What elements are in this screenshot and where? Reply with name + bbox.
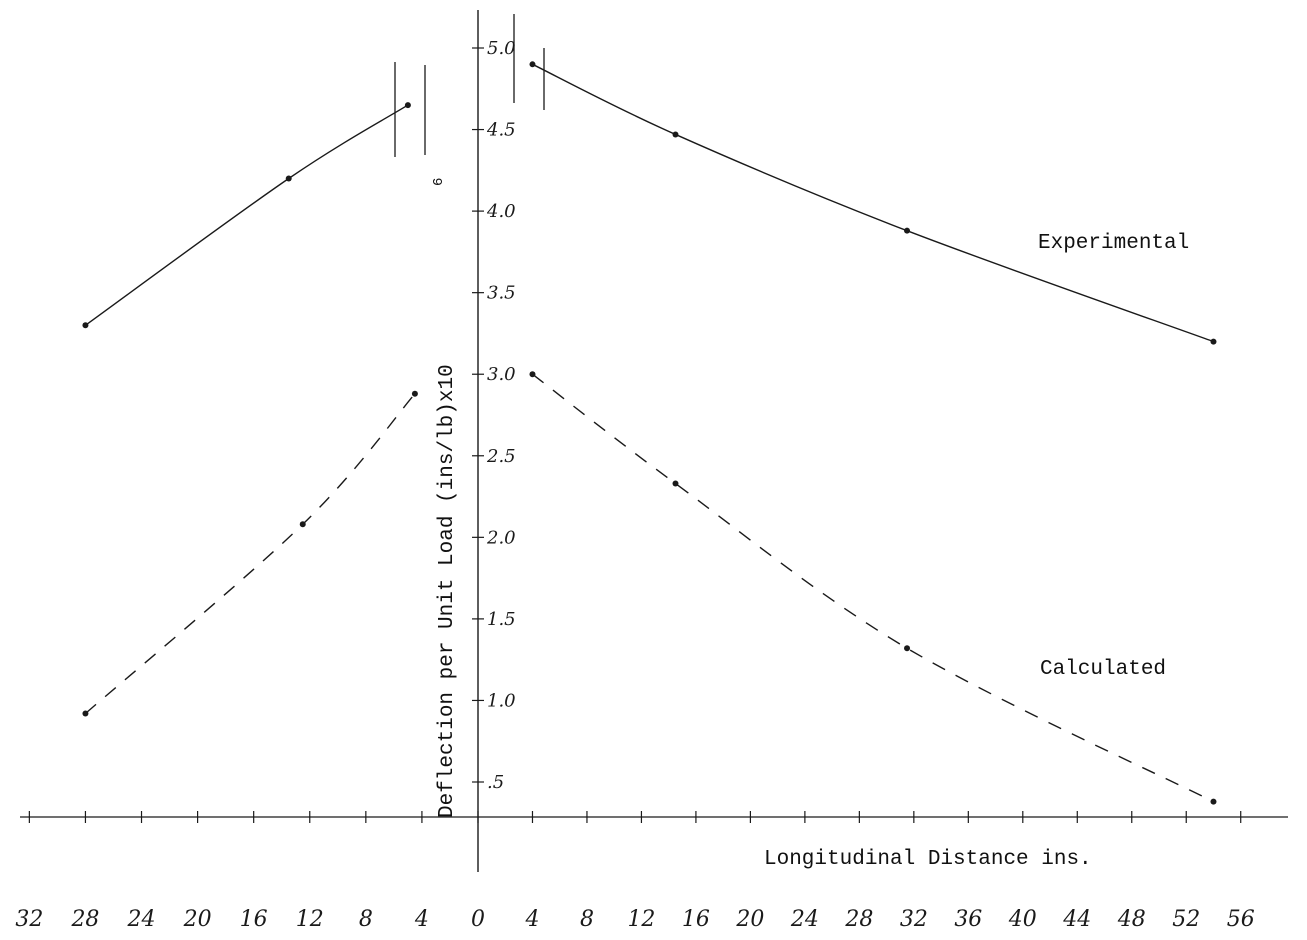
x-tick-label: 0 <box>471 907 485 932</box>
x-tick-label: 56 <box>1227 907 1255 932</box>
experimental-line-right <box>532 63 1214 343</box>
axis-break-marks <box>394 14 545 157</box>
x-tick-label: 32 <box>15 907 43 932</box>
x-tick-label: 36 <box>954 907 982 932</box>
y-axis-label-exponent: 6 <box>431 178 447 186</box>
experimental-point <box>404 102 411 109</box>
x-tick-label: 8 <box>580 907 594 932</box>
y-tick-label: .5 <box>487 772 504 793</box>
x-tick-labels: 32 28 24 20 16 12 8 4 0 4 8 12 16 20 24 28 32 36 40 44 48 52 5… <box>15 811 1255 932</box>
x-tick-label: 28 <box>844 907 873 932</box>
experimental-point <box>529 61 536 68</box>
x-tick-label: 28 <box>70 907 99 932</box>
x-tick-label: 4 <box>414 907 429 932</box>
y-tick-label: 4.5 <box>486 120 516 141</box>
calculated-point <box>299 521 306 528</box>
calculated-line-left <box>84 393 416 715</box>
series-group <box>82 61 1217 805</box>
x-tick-label: 20 <box>735 907 764 932</box>
x-tick-label: 24 <box>790 907 819 932</box>
y-tick-label: 1.0 <box>487 690 516 711</box>
y-tick-label: 1.5 <box>487 609 516 630</box>
y-tick-label: 4.0 <box>486 201 516 222</box>
y-tick-label: 3.0 <box>487 364 516 385</box>
y-tick-label: 2.5 <box>486 446 516 467</box>
x-tick-label: 52 <box>1172 907 1200 932</box>
series-label-calculated: Calculated <box>1040 658 1166 681</box>
experimental-point <box>1210 338 1217 345</box>
experimental-point <box>904 227 911 234</box>
calculated-point <box>904 645 911 652</box>
experimental-point <box>285 175 292 182</box>
x-tick-label: 32 <box>900 907 928 932</box>
calculated-line-right <box>532 373 1214 803</box>
x-tick-label: 48 <box>1117 907 1146 932</box>
x-tick-label: 40 <box>1008 907 1037 932</box>
x-tick-label: 16 <box>240 907 268 932</box>
y-axis-label: Deflection per Unit Load (ins/lb)x10 <box>436 364 459 818</box>
calculated-point <box>672 480 679 487</box>
y-tick-labels: .5 1.0 1.5 2.0 2.5 3.0 3.5 4.0 4.5 5.0 <box>472 38 516 793</box>
axes <box>20 10 1288 872</box>
x-tick-label: 8 <box>359 907 373 932</box>
experimental-point <box>672 131 679 138</box>
x-tick-label: 4 <box>524 907 539 932</box>
x-tick-label: 24 <box>127 907 156 932</box>
x-tick-label: 12 <box>296 907 324 932</box>
calculated-point <box>529 371 536 378</box>
y-tick-label: 3.5 <box>487 283 516 304</box>
x-tick-label: 12 <box>627 907 655 932</box>
calculated-point <box>411 390 418 397</box>
calculated-point <box>82 710 89 717</box>
x-axis-label: Longitudinal Distance ins. <box>764 848 1092 871</box>
x-tick-label: 44 <box>1062 907 1091 932</box>
calculated-point <box>1210 798 1217 805</box>
y-tick-label: 2.0 <box>486 527 516 548</box>
x-tick-label: 20 <box>183 907 212 932</box>
x-tick-label: 16 <box>682 907 710 932</box>
experimental-point <box>82 322 89 329</box>
series-label-experimental: Experimental <box>1038 232 1189 255</box>
y-tick-label: 5.0 <box>487 38 516 59</box>
experimental-line-left <box>85 104 409 326</box>
